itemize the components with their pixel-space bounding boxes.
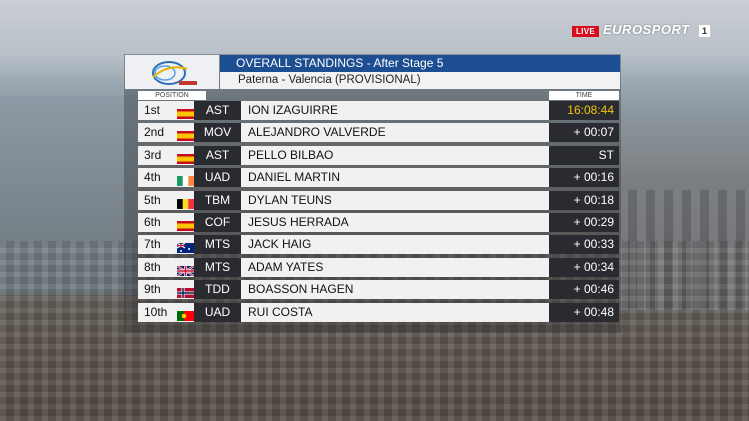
team-code: COF	[194, 213, 241, 232]
team-code: TBM	[194, 190, 241, 210]
position-label: 7th	[144, 237, 161, 252]
time-gap: ST	[549, 145, 619, 165]
flag-icon-esp	[171, 218, 194, 231]
position-label: 8th	[144, 259, 161, 274]
position-label: 3rd	[144, 147, 162, 162]
standings-row: 5th TBM DYLAN TEUNS + 00:18	[138, 190, 619, 210]
standings-row: 2nd MOV ALEJANDRO VALVERDE + 00:07	[138, 123, 619, 143]
position-cell: 7th	[138, 235, 194, 255]
channel-number: 1	[699, 25, 710, 37]
race-logo-icon	[152, 61, 197, 85]
flag-icon-esp	[171, 128, 194, 142]
time-gap: + 00:16	[549, 168, 619, 188]
time-gap: + 00:33	[549, 235, 619, 255]
position-cell: 6th	[138, 213, 194, 232]
sea-area	[0, 95, 140, 295]
flag-icon-esp	[171, 151, 194, 164]
time-gap: + 00:48	[549, 302, 619, 322]
rider-name: ION IZAGUIRRE	[241, 101, 549, 120]
flag-icon-irl	[171, 173, 195, 187]
team-code: MTS	[194, 235, 241, 255]
flag-icon-bel	[171, 196, 195, 209]
standings-row: 4th UAD DANIEL MARTIN + 00:16	[138, 168, 619, 188]
position-cell: 8th	[138, 257, 195, 277]
time-gap: + 00:29	[549, 213, 619, 232]
rider-name: ALEJANDRO VALVERDE	[241, 123, 549, 143]
rider-name: RUI COSTA	[241, 302, 549, 322]
flag-icon-nor	[171, 285, 194, 299]
standings-title: OVERALL STANDINGS - After Stage 5	[236, 56, 444, 70]
position-label: 6th	[144, 215, 161, 229]
team-code: TDD	[194, 280, 241, 300]
standings-row: 3rd AST PELLO BILBAO ST	[138, 145, 619, 165]
standings-row: 6th COF JESUS HERRADA + 00:29	[138, 213, 619, 232]
rider-name: PELLO BILBAO	[241, 145, 549, 165]
rider-name: JACK HAIG	[241, 235, 549, 255]
position-cell: 1st	[138, 101, 194, 120]
team-code: AST	[194, 101, 241, 120]
subtitle-bar	[220, 72, 620, 89]
time-gap: 16:08:44	[549, 101, 619, 120]
live-badge: LIVE	[572, 26, 599, 37]
standings-row: 1st AST ION IZAGUIRRE 16:08:44	[138, 101, 619, 120]
rider-name: JESUS HERRADA	[241, 213, 549, 232]
time-gap: + 00:18	[549, 190, 619, 210]
position-cell: 3rd	[138, 145, 194, 165]
flag-icon-por	[171, 308, 194, 321]
race-logo	[125, 55, 219, 89]
position-label: 2nd	[144, 125, 165, 140]
position-cell: 10th	[138, 302, 194, 322]
team-code: MOV	[194, 123, 241, 143]
standings-subtitle: Paterna - Valencia (PROVISIONAL)	[238, 74, 421, 86]
team-code: UAD	[194, 302, 241, 322]
time-gap: + 00:07	[549, 123, 619, 143]
standings-row: 10th UAD RUI COSTA + 00:48	[138, 302, 619, 322]
standings-row: 7th MTS JACK HAIG + 00:33	[138, 235, 619, 255]
time-gap: + 00:46	[549, 280, 619, 300]
position-label: 10th	[144, 304, 168, 319]
flag-icon-gbr	[171, 263, 195, 277]
position-label: 9th	[144, 282, 161, 297]
flag-icon-esp	[171, 106, 194, 119]
position-label: 4th	[144, 170, 161, 185]
rider-name: DANIEL MARTIN	[241, 168, 549, 188]
team-code: AST	[194, 145, 241, 165]
standings-row: 8th MTS ADAM YATES + 00:34	[138, 257, 619, 277]
channel-logo: EUROSPORT	[603, 22, 690, 37]
time-gap: + 00:34	[549, 257, 619, 277]
position-label: 5th	[144, 192, 161, 207]
position-cell: 9th	[138, 280, 194, 300]
team-code: MTS	[194, 257, 241, 277]
standings-row: 9th TDD BOASSON HAGEN + 00:46	[138, 280, 619, 300]
position-cell: 4th	[138, 168, 195, 188]
rider-name: ADAM YATES	[241, 257, 549, 277]
time-column-header: TIME	[549, 91, 619, 100]
rider-name: DYLAN TEUNS	[241, 190, 549, 210]
title-bar	[220, 55, 620, 72]
position-column-header: POSITION	[138, 91, 206, 100]
position-cell: 2nd	[138, 123, 194, 143]
flag-icon-aus	[171, 240, 194, 254]
position-label: 1st	[144, 103, 161, 117]
city-towers	[619, 190, 749, 310]
team-code: UAD	[194, 168, 241, 188]
position-cell: 5th	[138, 190, 195, 210]
rider-name: BOASSON HAGEN	[241, 280, 549, 300]
